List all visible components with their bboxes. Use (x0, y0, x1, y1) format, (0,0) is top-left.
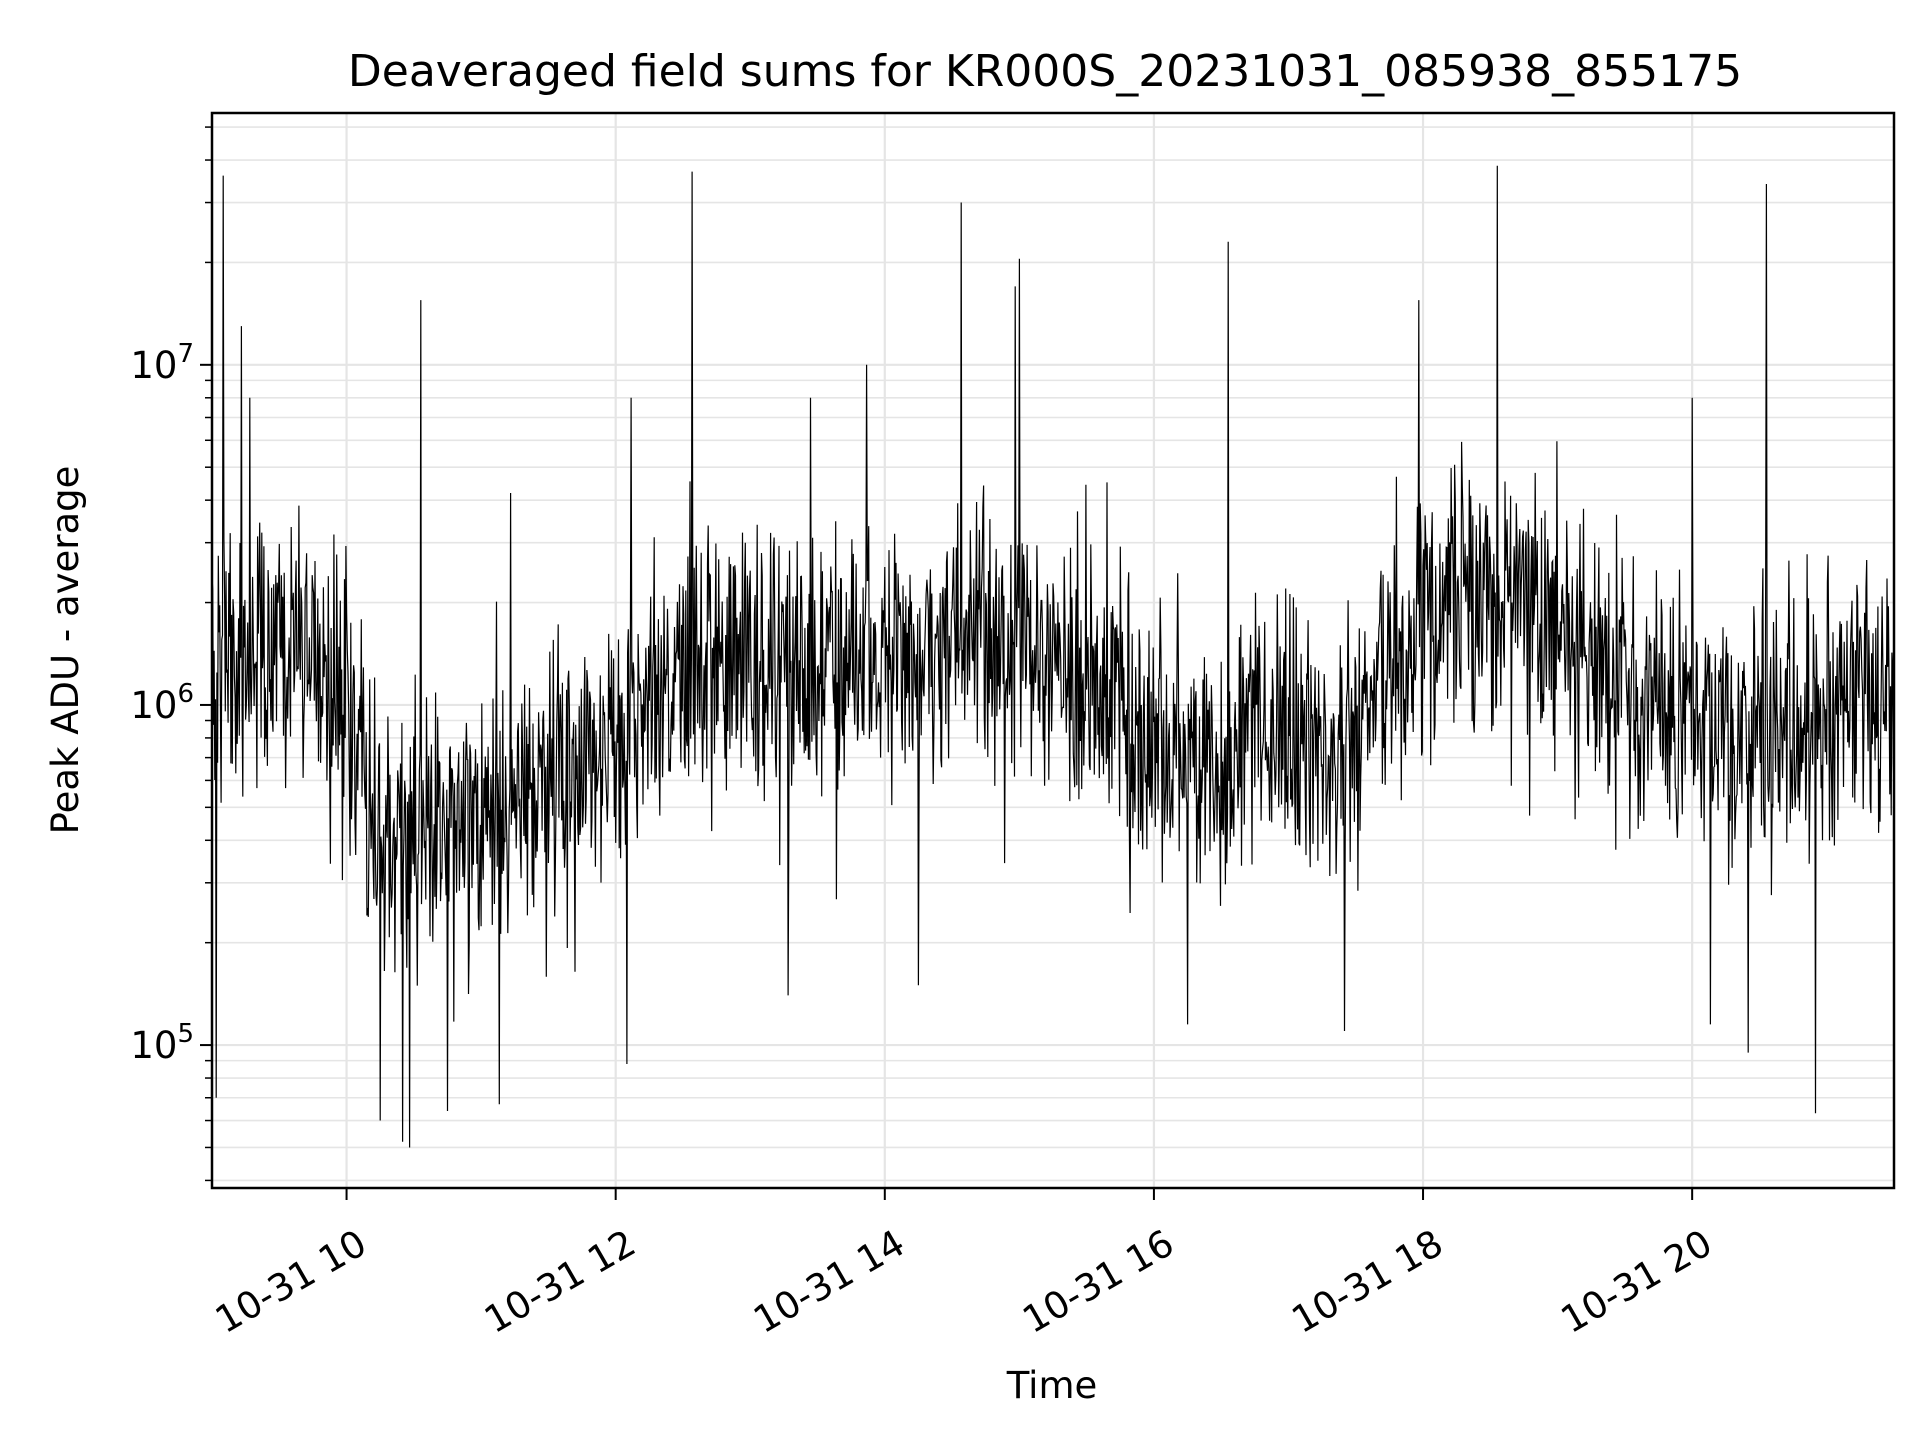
y-tick-base: 10 (130, 344, 177, 387)
y-tick-base: 10 (130, 684, 177, 727)
data-line-layer (211, 165, 1895, 1148)
y-tick-exponent: 6 (177, 679, 194, 709)
plot-frame (210, 111, 1896, 1190)
series-line (211, 165, 1895, 1148)
y-tick-exponent: 7 (177, 339, 194, 369)
grid-layer (212, 113, 1894, 1188)
chart-title: Deaveraged field sums for KR000S_2023103… (348, 46, 1742, 97)
y-tick-exponent: 5 (177, 1019, 194, 1049)
y-axis-label: Peak ADU - average (44, 466, 87, 835)
y-tick-base: 10 (130, 1024, 177, 1067)
plot-area (210, 111, 1896, 1190)
y-tick-label: 107 (130, 339, 194, 387)
x-axis-label: Time (1006, 1364, 1098, 1407)
y-tick-label: 106 (130, 679, 194, 727)
y-tick-label: 105 (130, 1019, 194, 1067)
